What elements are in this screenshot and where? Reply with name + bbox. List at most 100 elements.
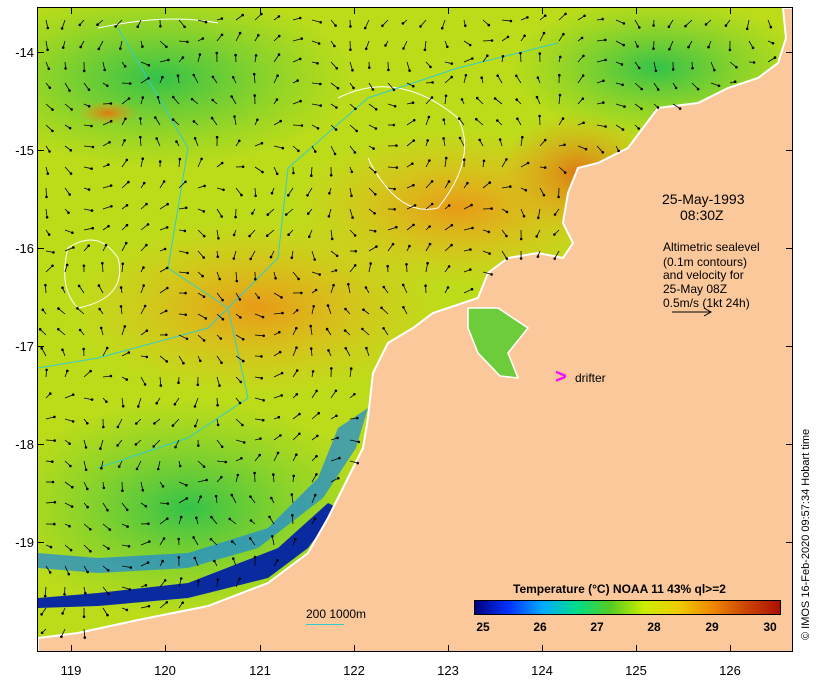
velocity-arrow-head [563, 143, 566, 147]
velocity-arrow-head [125, 204, 129, 207]
velocity-arrow [482, 271, 492, 275]
velocity-arrow-head [335, 254, 339, 258]
velocity-arrow-head [363, 26, 367, 30]
velocity-arrow-head [713, 68, 716, 72]
velocity-arrow-head [542, 193, 546, 197]
velocity-arrow-head [139, 135, 142, 139]
velocity-arrow-head [61, 348, 64, 352]
lon-label: 119 [60, 663, 82, 678]
velocity-arrow-head [146, 223, 150, 226]
velocity-arrow [310, 326, 313, 336]
velocity-arrow [441, 19, 446, 29]
velocity-arrow-head [344, 307, 347, 311]
velocity-arrow-head [177, 381, 180, 385]
velocity-arrow-head [194, 424, 197, 428]
velocity-arrow-head [51, 460, 54, 464]
velocity-arrow [121, 82, 131, 84]
velocity-arrow-head [450, 243, 453, 247]
velocity-arrow-head [236, 473, 240, 477]
velocity-arrow [159, 40, 167, 48]
velocity-arrow-head [125, 378, 129, 381]
velocity-arrow [292, 124, 302, 126]
velocity-arrow-head [51, 129, 54, 133]
velocity-arrow [406, 119, 415, 126]
velocity-arrow [425, 97, 433, 105]
velocity-arrow-head [393, 208, 396, 211]
velocity-arrow-head [450, 75, 454, 79]
velocity-arrow-head [71, 231, 74, 234]
velocity-arrow-head [232, 233, 236, 237]
velocity-arrow [117, 418, 123, 428]
velocity-arrow-head [68, 524, 71, 528]
colorbar [474, 600, 781, 615]
velocity-arrow-head [515, 98, 518, 101]
velocity-arrow [368, 187, 376, 195]
velocity-arrow-head [135, 422, 138, 425]
velocity-arrow [364, 19, 370, 29]
velocity-arrow [235, 355, 244, 362]
velocity-arrow-head [199, 359, 202, 363]
velocity-arrow [311, 306, 315, 315]
lon-label: 121 [249, 663, 271, 678]
velocity-arrow [463, 288, 473, 294]
velocity-arrow-head [90, 209, 94, 212]
velocity-arrow [501, 250, 508, 259]
velocity-arrow-head [183, 25, 186, 29]
velocity-arrow [45, 208, 48, 218]
velocity-arrow-head [604, 38, 607, 42]
velocity-arrow-head [353, 392, 356, 396]
velocity-arrow-head [373, 212, 376, 215]
velocity-arrow [102, 347, 108, 357]
velocity-arrow-head [218, 277, 221, 281]
velocity-arrow-head [147, 77, 150, 80]
velocity-arrow-head [177, 556, 181, 559]
velocity-arrow-head [216, 255, 220, 258]
velocity-arrow-head [141, 96, 145, 99]
velocity-arrow [178, 159, 181, 168]
velocity-arrow-head [165, 360, 169, 363]
velocity-arrow-head [193, 405, 197, 408]
velocity-arrow-head [334, 24, 337, 27]
lat-tick [786, 150, 793, 151]
velocity-arrow [216, 460, 226, 463]
velocity-arrow-head [347, 283, 350, 286]
velocity-arrow-head [257, 34, 260, 37]
altimetric-note-line: 25-May 08Z [663, 282, 728, 296]
land-mass [38, 8, 792, 651]
velocity-arrow-head [87, 104, 91, 108]
velocity-arrow-head [202, 339, 206, 342]
velocity-arrow-head [47, 233, 51, 236]
velocity-arrow-head [667, 25, 671, 29]
velocity-arrow-head [220, 33, 224, 37]
velocity-arrow-head [312, 305, 316, 308]
velocity-arrow-head [351, 216, 354, 219]
velocity-arrow-head [110, 205, 113, 208]
velocity-arrow-head [166, 502, 170, 505]
velocity-arrow-head [153, 422, 156, 425]
velocity-arrow-head [309, 347, 313, 350]
sst-patch-green-nw [38, 8, 358, 168]
velocity-arrow-head [656, 88, 660, 91]
velocity-arrow-head [53, 415, 56, 419]
velocity-arrow [273, 54, 280, 63]
velocity-arrow-head [561, 117, 565, 120]
velocity-arrow-head [266, 213, 270, 216]
velocity-arrow-head [393, 187, 396, 191]
velocity-arrow [249, 538, 256, 546]
velocity-arrow-head [134, 443, 138, 446]
velocity-arrow-head [334, 269, 338, 272]
velocity-arrow [520, 53, 522, 63]
velocity-arrow-head [121, 489, 124, 493]
velocity-arrow-head [601, 17, 604, 21]
velocity-arrow-head [319, 104, 323, 107]
velocity-arrow-head [521, 135, 524, 139]
velocity-arrow-head [253, 94, 256, 97]
velocity-arrow [216, 34, 223, 42]
velocity-arrow-head [604, 58, 607, 62]
velocity-arrow-head [326, 304, 330, 307]
velocity-arrow-head [154, 116, 157, 119]
velocity-arrow-head [295, 326, 298, 330]
velocity-arrow-head [319, 82, 322, 86]
velocity-arrow-head [444, 156, 448, 160]
velocity-arrow [178, 271, 188, 274]
